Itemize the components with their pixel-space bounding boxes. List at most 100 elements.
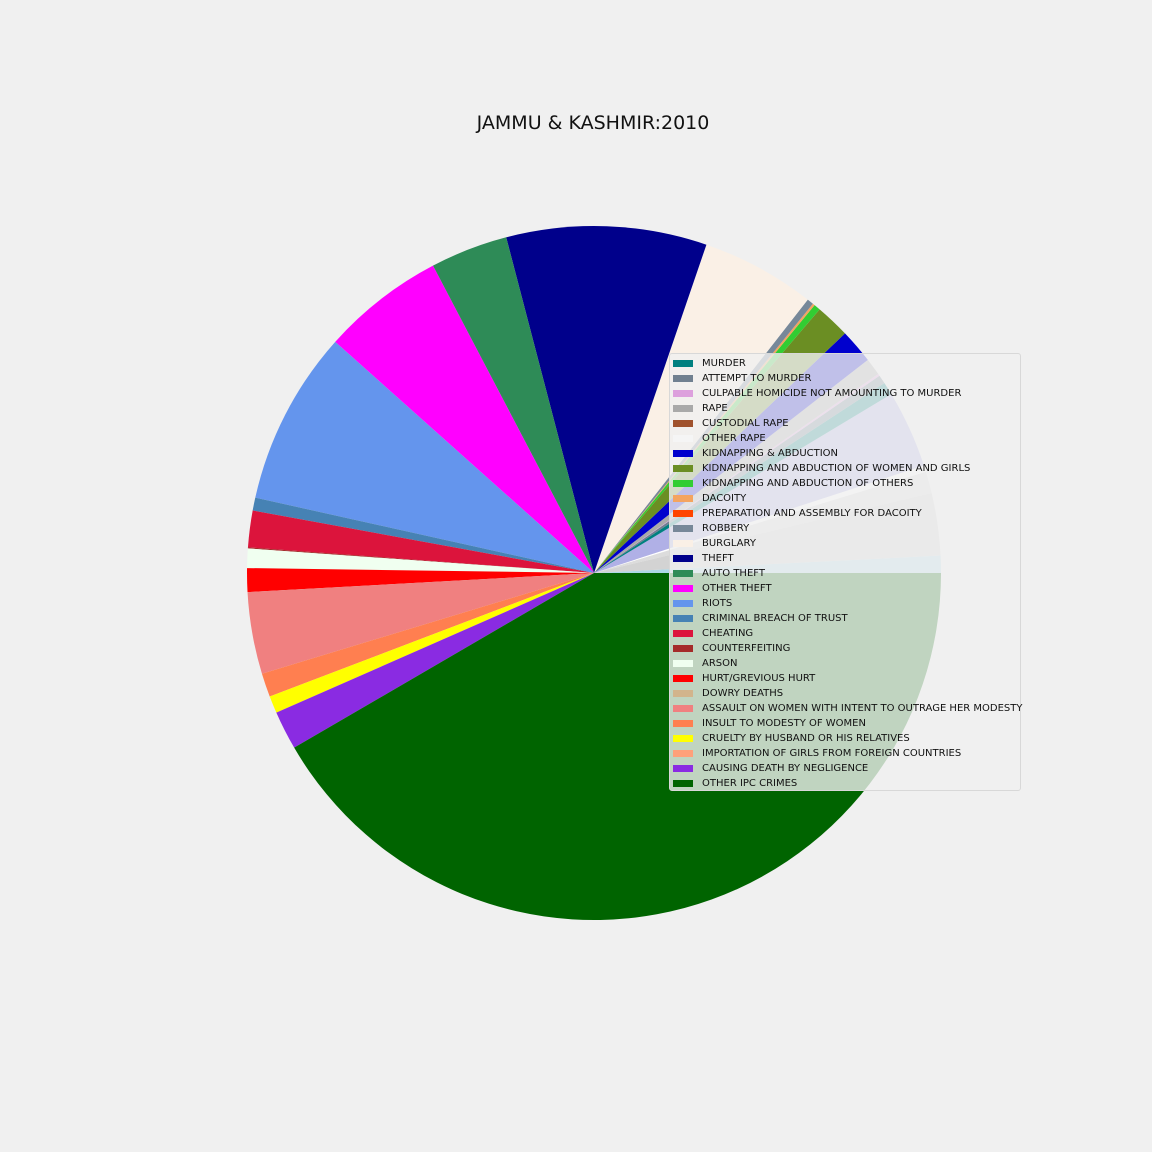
pie-slice-arson: [247, 548, 594, 573]
legend-label: ATTEMPT TO MURDER: [702, 373, 812, 384]
legend-swatch: [673, 510, 693, 517]
legend-label: IMPORTATION OF GIRLS FROM FOREIGN COUNTR…: [702, 748, 962, 759]
legend-swatch: [673, 420, 693, 427]
legend-label: THEFT: [702, 553, 734, 564]
legend-item: OTHER THEFT: [673, 581, 1020, 596]
chart-legend: MURDER ATTEMPT TO MURDER CULPABLE HOMICIDE…: [669, 353, 1023, 791]
pie-slice-riots: [255, 341, 594, 573]
legend-item: OTHER IPC CRIMES: [673, 776, 1020, 791]
legend-label: BURGLARY: [702, 538, 756, 549]
pie-slice-cheating: [247, 510, 594, 573]
legend-label: OTHER RAPE: [702, 433, 766, 444]
legend-label: CHEATING: [702, 628, 754, 639]
legend-item: KIDNAPPING AND ABDUCTION OF OTHERS: [673, 476, 1020, 491]
legend-swatch: [673, 630, 693, 637]
legend-label: KIDNAPPING AND ABDUCTION OF WOMEN AND GI…: [702, 463, 971, 474]
legend-swatch: [673, 390, 693, 397]
legend-item: CHEATING: [673, 626, 1020, 641]
legend-item: ARSON: [673, 656, 1020, 671]
pie-slice-insult-to-modesty-of-women: [261, 573, 594, 697]
legend-swatch: [673, 645, 693, 652]
legend-label: CUSTODIAL RAPE: [702, 418, 789, 429]
legend-swatch: [673, 465, 693, 472]
legend-swatch: [673, 765, 693, 772]
legend-swatch: [673, 540, 693, 547]
legend-item: DOWRY DEATHS: [673, 686, 1020, 701]
pie-slice-assault-on-women-with-intent-to-outrage-her-modesty: [247, 573, 594, 674]
legend-swatch: [673, 525, 693, 532]
legend-item: ATTEMPT TO MURDER: [673, 371, 1020, 386]
legend-label: CRUELTY BY HUSBAND OR HIS RELATIVES: [702, 733, 910, 744]
legend-swatch: [673, 375, 693, 382]
pie-slice-criminal-breach-of-trust: [252, 497, 595, 573]
legend-item: CUSTODIAL RAPE: [673, 416, 1020, 431]
legend-label: CAUSING DEATH BY NEGLIGENCE: [702, 763, 869, 774]
legend-item: CRIMINAL BREACH OF TRUST: [673, 611, 1020, 626]
legend-label: ROBBERY: [702, 523, 750, 534]
legend-swatch: [673, 450, 693, 457]
legend-item: DACOITY: [673, 491, 1020, 506]
pie-slice-causing-death-by-negligence: [276, 573, 594, 748]
legend-label: OTHER IPC CRIMES: [702, 778, 798, 789]
legend-swatch: [673, 585, 693, 592]
legend-label: CULPABLE HOMICIDE NOT AMOUNTING TO MURDE…: [702, 388, 962, 399]
legend-item: BURGLARY: [673, 536, 1020, 551]
legend-label: PREPARATION AND ASSEMBLY FOR DACOITY: [702, 508, 922, 519]
legend-swatch: [673, 660, 693, 667]
legend-label: ARSON: [702, 658, 738, 669]
legend-label: CRIMINAL BREACH OF TRUST: [702, 613, 848, 624]
legend-swatch: [673, 690, 693, 697]
pie-slice-hurt-grevious-hurt: [246, 568, 594, 593]
pie-slice-auto-theft: [432, 237, 594, 574]
pie-slice-cruelty-by-husband-or-his-relatives: [269, 573, 594, 713]
legend-item: AUTO THEFT: [673, 566, 1020, 581]
pie-slice-theft: [506, 225, 707, 574]
legend-label: MURDER: [702, 358, 746, 369]
legend-label: ASSAULT ON WOMEN WITH INTENT TO OUTRAGE …: [702, 703, 1023, 714]
legend-swatch: [673, 495, 693, 502]
legend-item: MURDER: [673, 356, 1020, 371]
legend-swatch: [673, 720, 693, 727]
legend-item: ROBBERY: [673, 521, 1020, 536]
legend-swatch: [673, 735, 693, 742]
legend-label: INSULT TO MODESTY OF WOMEN: [702, 718, 866, 729]
legend-label: KIDNAPPING & ABDUCTION: [702, 448, 839, 459]
legend-item: CRUELTY BY HUSBAND OR HIS RELATIVES: [673, 731, 1020, 746]
legend-swatch: [673, 480, 693, 487]
legend-swatch: [673, 405, 693, 412]
legend-item: RAPE: [673, 401, 1020, 416]
legend-item: CULPABLE HOMICIDE NOT AMOUNTING TO MURDE…: [673, 386, 1020, 401]
legend-item: COUNTERFEITING: [673, 641, 1020, 656]
legend-swatch: [673, 615, 693, 622]
legend-swatch: [673, 600, 693, 607]
legend-item: RIOTS: [673, 596, 1020, 611]
legend-item: PREPARATION AND ASSEMBLY FOR DACOITY: [673, 506, 1020, 521]
legend-swatch: [673, 570, 693, 577]
legend-item: KIDNAPPING & ABDUCTION: [673, 446, 1020, 461]
legend-item: ASSAULT ON WOMEN WITH INTENT TO OUTRAGE …: [673, 701, 1023, 716]
pie-slice-counterfeiting: [247, 547, 594, 573]
chart-title: JAMMU & KASHMIR:2010: [476, 112, 710, 134]
legend-label: HURT/GREVIOUS HURT: [702, 673, 816, 684]
legend-item: THEFT: [673, 551, 1020, 566]
legend-label: COUNTERFEITING: [702, 643, 791, 654]
legend-swatch: [673, 435, 693, 442]
legend-swatch: [673, 675, 693, 682]
legend-label: KIDNAPPING AND ABDUCTION OF OTHERS: [702, 478, 914, 489]
legend-label: RIOTS: [702, 598, 733, 609]
legend-item: INSULT TO MODESTY OF WOMEN: [673, 716, 1020, 731]
legend-label: OTHER THEFT: [702, 583, 772, 594]
legend-label: DACOITY: [702, 493, 747, 504]
legend-item: KIDNAPPING AND ABDUCTION OF WOMEN AND GI…: [673, 461, 1020, 476]
legend-label: RAPE: [702, 403, 728, 414]
legend-label: AUTO THEFT: [702, 568, 765, 579]
legend-item: OTHER RAPE: [673, 431, 1020, 446]
legend-swatch: [673, 705, 693, 712]
legend-swatch: [673, 555, 693, 562]
legend-item: IMPORTATION OF GIRLS FROM FOREIGN COUNTR…: [673, 746, 1020, 761]
legend-swatch: [673, 750, 693, 757]
legend-swatch: [673, 360, 693, 367]
legend-item: CAUSING DEATH BY NEGLIGENCE: [673, 761, 1020, 776]
legend-item: HURT/GREVIOUS HURT: [673, 671, 1020, 686]
pie-slice-other-theft: [335, 265, 594, 573]
